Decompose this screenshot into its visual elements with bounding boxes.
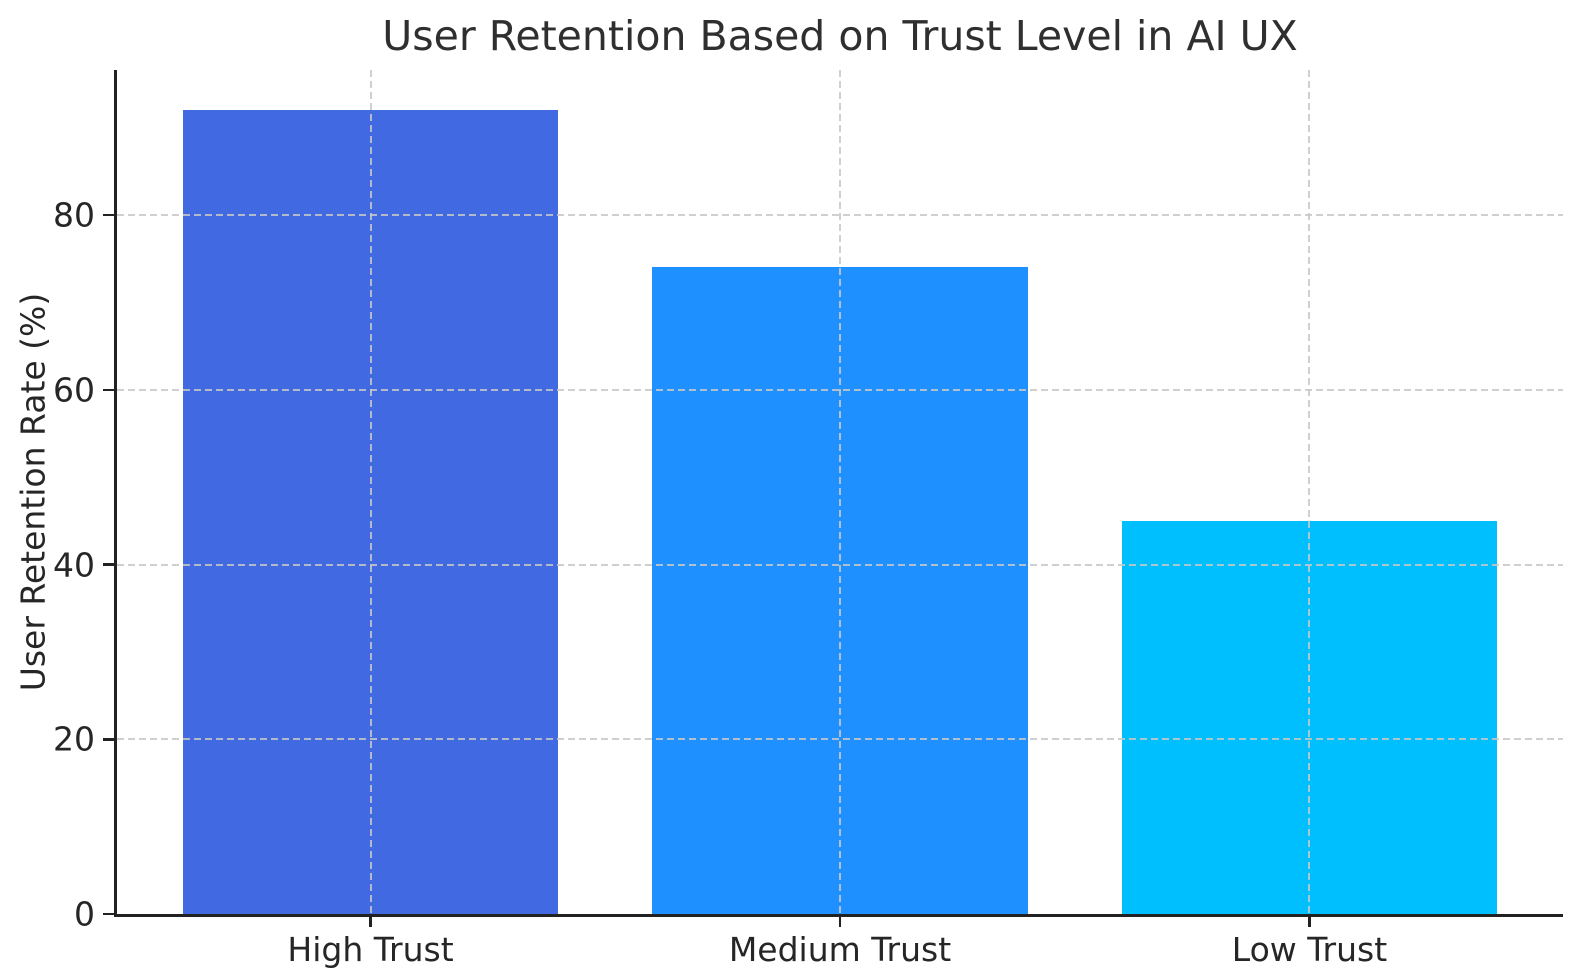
y-tick-mark bbox=[103, 563, 114, 566]
x-tick-label-low-trust: Low Trust bbox=[1231, 930, 1388, 969]
x-axis-spine bbox=[114, 914, 1563, 917]
chart-title: User Retention Based on Trust Level in A… bbox=[382, 12, 1298, 60]
plot-area bbox=[117, 70, 1563, 914]
x-tick-label-medium-trust: Medium Trust bbox=[728, 930, 952, 969]
y-tick-label: 20 bbox=[53, 719, 95, 759]
y-tick-label: 40 bbox=[53, 545, 95, 585]
y-tick-label: 80 bbox=[53, 195, 95, 235]
x-tick-mark bbox=[838, 917, 842, 927]
y-tick-mark bbox=[103, 912, 114, 916]
x-tick-mark bbox=[369, 917, 372, 927]
y-tick-label: 60 bbox=[53, 370, 95, 410]
y-tick-mark bbox=[103, 738, 114, 741]
x-tick-mark bbox=[1308, 917, 1311, 927]
grid-line-vertical bbox=[839, 70, 841, 914]
x-tick-label-high-trust: High Trust bbox=[287, 930, 454, 969]
y-axis-spine bbox=[114, 70, 117, 917]
y-tick-label: 0 bbox=[74, 894, 95, 934]
y-tick-mark bbox=[103, 213, 114, 217]
y-axis-label: User Retention Rate (%) bbox=[13, 292, 53, 692]
y-tick-mark bbox=[103, 388, 114, 392]
grid-line-vertical bbox=[369, 70, 372, 914]
grid-line-vertical bbox=[1308, 70, 1311, 914]
